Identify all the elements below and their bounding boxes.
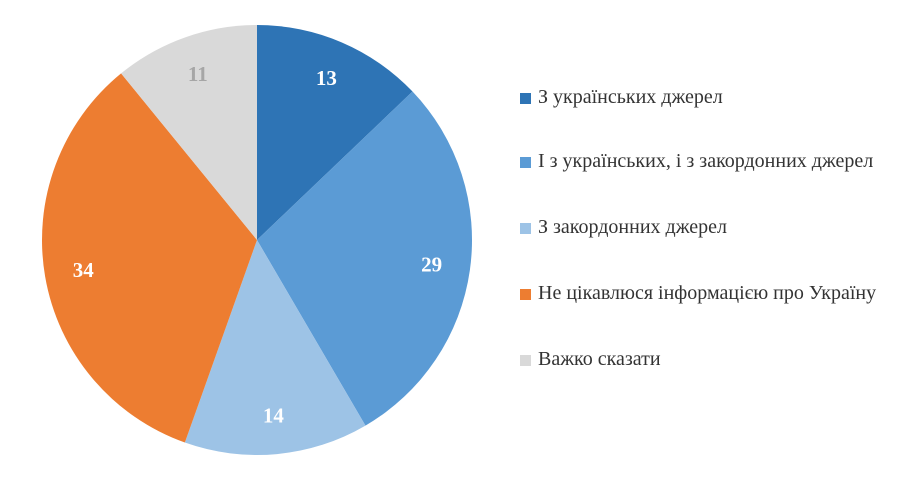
pie-slice-not-interested	[41, 73, 257, 443]
legend-item-foreign-sources: З закордонних джерел	[520, 214, 890, 240]
legend-label: Не цікавлюся інформацією про Україну	[538, 282, 877, 304]
data-label-both-sources: 29	[421, 253, 442, 277]
legend-item-ukrainian-sources: З українських джерел	[520, 84, 890, 110]
legend-swatch-hard-to-say	[520, 355, 531, 366]
pie-slices	[41, 24, 472, 455]
pie-slice-foreign-sources	[184, 240, 366, 455]
legend-label: Важко сказати	[538, 348, 661, 370]
pie-slice-ukrainian-sources	[257, 25, 413, 240]
legend-swatch-both-sources	[520, 157, 531, 168]
data-label-not-interested: 34	[73, 258, 95, 282]
legend-item-both-sources: І з українських, і з закордонних джерел	[520, 148, 890, 200]
data-label-foreign-sources: 14	[263, 404, 285, 428]
data-label-hard-to-say: 11	[188, 62, 208, 86]
legend: З українських джерел І з українських, і …	[520, 84, 890, 372]
pie-data-labels: 13 29 14 34 11	[73, 62, 442, 428]
legend-item-not-interested: Не цікавлюся інформацією про Україну	[520, 280, 890, 332]
legend-swatch-ukrainian-sources	[520, 93, 531, 104]
legend-item-hard-to-say: Важко сказати	[520, 346, 890, 372]
legend-swatch-foreign-sources	[520, 223, 531, 234]
pie-slice-both-sources	[257, 91, 472, 426]
data-label-ukrainian-sources: 13	[316, 66, 337, 90]
legend-label: З закордонних джерел	[538, 216, 727, 238]
pie-slice-hard-to-say	[121, 24, 257, 240]
legend-swatch-not-interested	[520, 289, 531, 300]
legend-label: І з українських, і з закордонних джерел	[538, 150, 874, 172]
legend-label: З українських джерел	[538, 86, 723, 108]
